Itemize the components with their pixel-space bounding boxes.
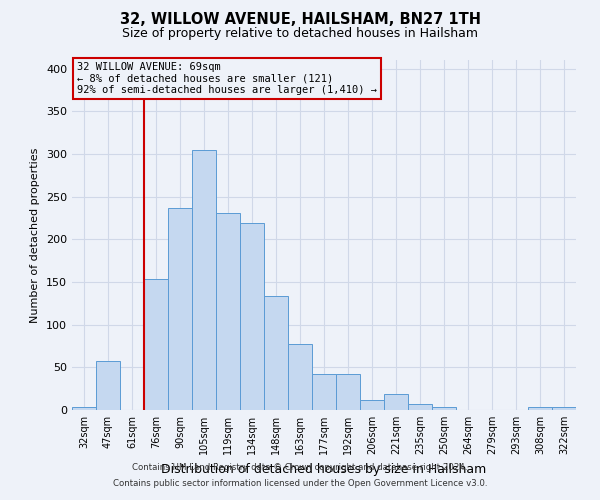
Text: 32 WILLOW AVENUE: 69sqm
← 8% of detached houses are smaller (121)
92% of semi-de: 32 WILLOW AVENUE: 69sqm ← 8% of detached… — [77, 62, 377, 95]
Bar — [360, 400, 384, 410]
Bar — [312, 374, 336, 410]
Bar — [528, 406, 552, 410]
Text: Contains HM Land Registry data © Crown copyright and database right 2024.: Contains HM Land Registry data © Crown c… — [132, 464, 468, 472]
X-axis label: Distribution of detached houses by size in Hailsham: Distribution of detached houses by size … — [161, 462, 487, 475]
Text: Size of property relative to detached houses in Hailsham: Size of property relative to detached ho… — [122, 28, 478, 40]
Bar — [336, 374, 360, 410]
Bar — [192, 150, 216, 410]
Bar — [144, 278, 168, 410]
Bar — [552, 408, 576, 410]
Bar — [432, 408, 456, 410]
Text: 32, WILLOW AVENUE, HAILSHAM, BN27 1TH: 32, WILLOW AVENUE, HAILSHAM, BN27 1TH — [119, 12, 481, 28]
Bar — [216, 213, 240, 410]
Bar — [240, 223, 264, 410]
Bar — [96, 362, 120, 410]
Bar — [264, 296, 288, 410]
Y-axis label: Number of detached properties: Number of detached properties — [31, 148, 40, 322]
Bar — [288, 344, 312, 410]
Bar — [168, 208, 192, 410]
Bar — [408, 404, 432, 410]
Bar — [72, 408, 96, 410]
Bar — [384, 394, 408, 410]
Text: Contains public sector information licensed under the Open Government Licence v3: Contains public sector information licen… — [113, 478, 487, 488]
